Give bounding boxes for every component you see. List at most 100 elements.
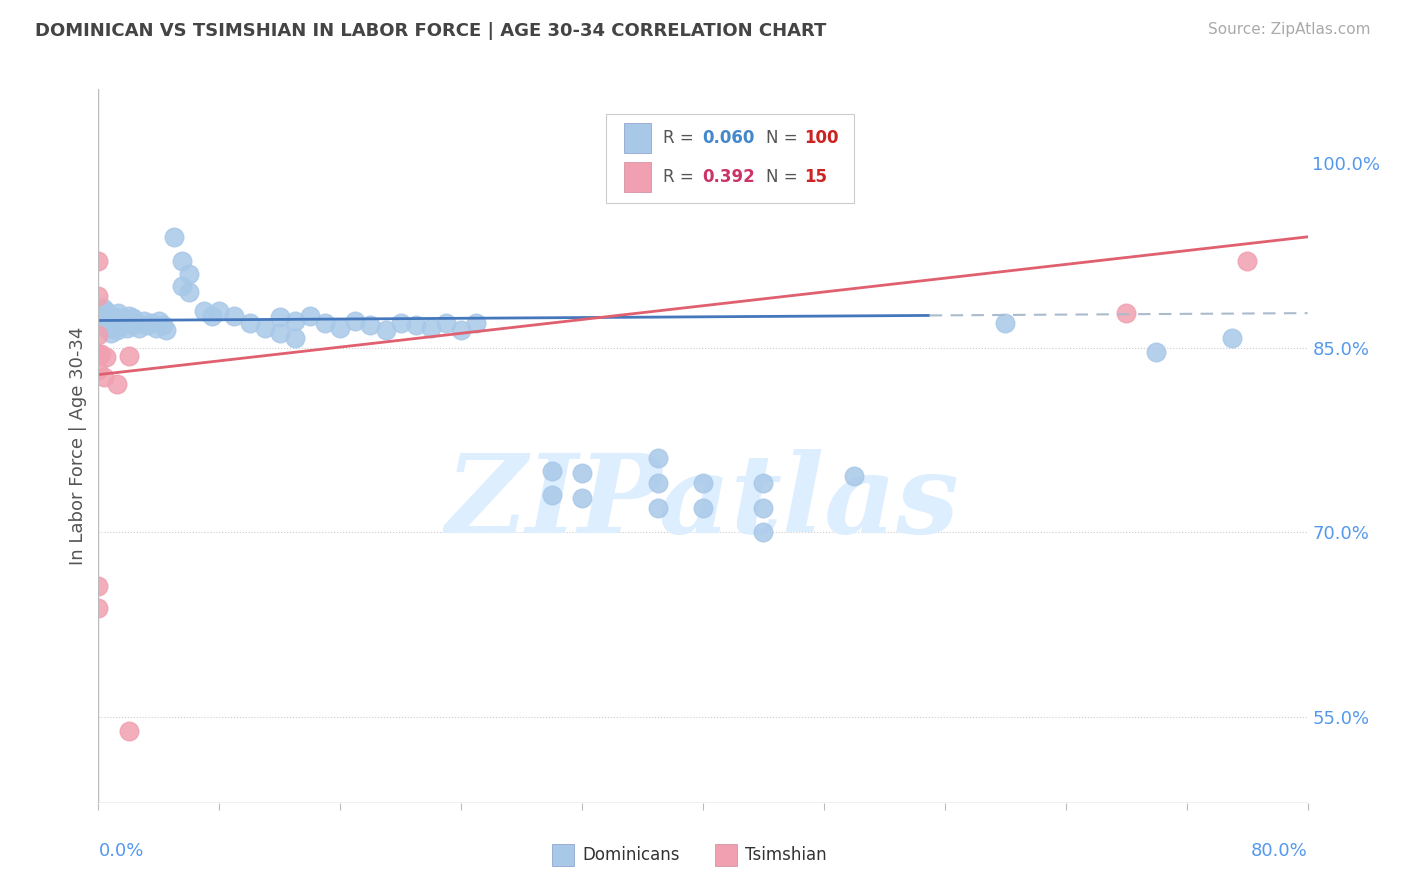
Point bbox=[105, 377, 128, 392]
Point bbox=[201, 309, 224, 323]
Text: Source: ZipAtlas.com: Source: ZipAtlas.com bbox=[1208, 22, 1371, 37]
Point bbox=[299, 309, 322, 323]
Point bbox=[90, 347, 112, 361]
Point bbox=[107, 316, 129, 330]
Point bbox=[647, 500, 669, 515]
Point bbox=[844, 468, 866, 483]
Point bbox=[104, 318, 127, 333]
Point bbox=[389, 316, 412, 330]
Point bbox=[1220, 331, 1243, 345]
Point bbox=[100, 326, 122, 340]
Point bbox=[170, 254, 193, 268]
Bar bbox=[551, 844, 574, 865]
Bar bbox=[624, 123, 651, 153]
Point bbox=[89, 311, 111, 326]
Point bbox=[179, 267, 201, 281]
Point bbox=[434, 316, 457, 330]
FancyBboxPatch shape bbox=[606, 114, 855, 203]
Point bbox=[994, 316, 1017, 330]
Point bbox=[98, 313, 121, 327]
Y-axis label: In Labor Force | Age 30-34: In Labor Force | Age 30-34 bbox=[69, 326, 87, 566]
Point bbox=[94, 313, 117, 327]
Point bbox=[450, 323, 472, 337]
Point bbox=[101, 309, 124, 323]
Point bbox=[118, 724, 141, 739]
Point bbox=[540, 464, 562, 478]
Point bbox=[135, 318, 157, 333]
Point bbox=[329, 321, 352, 335]
Point bbox=[208, 303, 231, 318]
Point bbox=[163, 230, 186, 244]
Point bbox=[90, 313, 112, 327]
Text: N =: N = bbox=[766, 168, 803, 186]
Point bbox=[98, 309, 121, 323]
Point bbox=[114, 316, 136, 330]
Point bbox=[752, 475, 775, 490]
Point bbox=[93, 309, 115, 323]
Point bbox=[360, 318, 382, 333]
Point bbox=[87, 362, 110, 376]
Point bbox=[87, 313, 110, 327]
Point bbox=[93, 370, 115, 384]
Point bbox=[94, 321, 117, 335]
Point bbox=[145, 321, 167, 335]
Point bbox=[344, 313, 367, 327]
Point bbox=[420, 321, 443, 335]
Text: N =: N = bbox=[766, 129, 803, 147]
Point bbox=[284, 313, 307, 327]
Point bbox=[224, 309, 246, 323]
Point bbox=[87, 347, 110, 361]
Point bbox=[269, 326, 291, 340]
Point bbox=[100, 316, 122, 330]
Point bbox=[152, 318, 174, 333]
Point bbox=[132, 313, 155, 327]
Point bbox=[314, 316, 336, 330]
Point bbox=[103, 313, 125, 327]
Point bbox=[112, 311, 135, 326]
Point bbox=[465, 316, 488, 330]
Point bbox=[647, 451, 669, 466]
Point bbox=[284, 331, 307, 345]
Point bbox=[571, 466, 593, 480]
Point bbox=[105, 323, 128, 337]
Point bbox=[87, 289, 110, 303]
Point bbox=[96, 318, 118, 333]
Text: 100: 100 bbox=[804, 129, 839, 147]
Text: DOMINICAN VS TSIMSHIAN IN LABOR FORCE | AGE 30-34 CORRELATION CHART: DOMINICAN VS TSIMSHIAN IN LABOR FORCE | … bbox=[35, 22, 827, 40]
Point bbox=[752, 500, 775, 515]
Point bbox=[87, 328, 110, 343]
Point bbox=[91, 311, 114, 326]
Point bbox=[104, 311, 127, 326]
Point bbox=[96, 311, 118, 326]
Point bbox=[111, 318, 134, 333]
Point bbox=[148, 313, 170, 327]
Point bbox=[118, 309, 141, 323]
Point bbox=[155, 323, 177, 337]
Point bbox=[1236, 254, 1258, 268]
Point bbox=[170, 279, 193, 293]
Text: ZIPatlas: ZIPatlas bbox=[446, 450, 960, 557]
Point bbox=[179, 285, 201, 300]
Text: 0.392: 0.392 bbox=[702, 168, 755, 186]
Point bbox=[107, 306, 129, 320]
Point bbox=[94, 303, 117, 318]
Point bbox=[87, 601, 110, 615]
Point bbox=[193, 303, 215, 318]
Point bbox=[89, 316, 111, 330]
Point bbox=[118, 349, 141, 363]
Text: 15: 15 bbox=[804, 168, 828, 186]
Point bbox=[90, 309, 112, 323]
Point bbox=[115, 321, 138, 335]
Point bbox=[94, 309, 117, 323]
Text: Tsimshian: Tsimshian bbox=[745, 846, 827, 863]
Point bbox=[98, 321, 121, 335]
Point bbox=[103, 321, 125, 335]
Point bbox=[121, 318, 143, 333]
Point bbox=[91, 306, 114, 320]
Point bbox=[647, 475, 669, 490]
Bar bbox=[624, 161, 651, 192]
Point bbox=[120, 313, 142, 327]
Bar bbox=[716, 844, 737, 865]
Text: 0.0%: 0.0% bbox=[98, 842, 143, 860]
Point bbox=[128, 321, 150, 335]
